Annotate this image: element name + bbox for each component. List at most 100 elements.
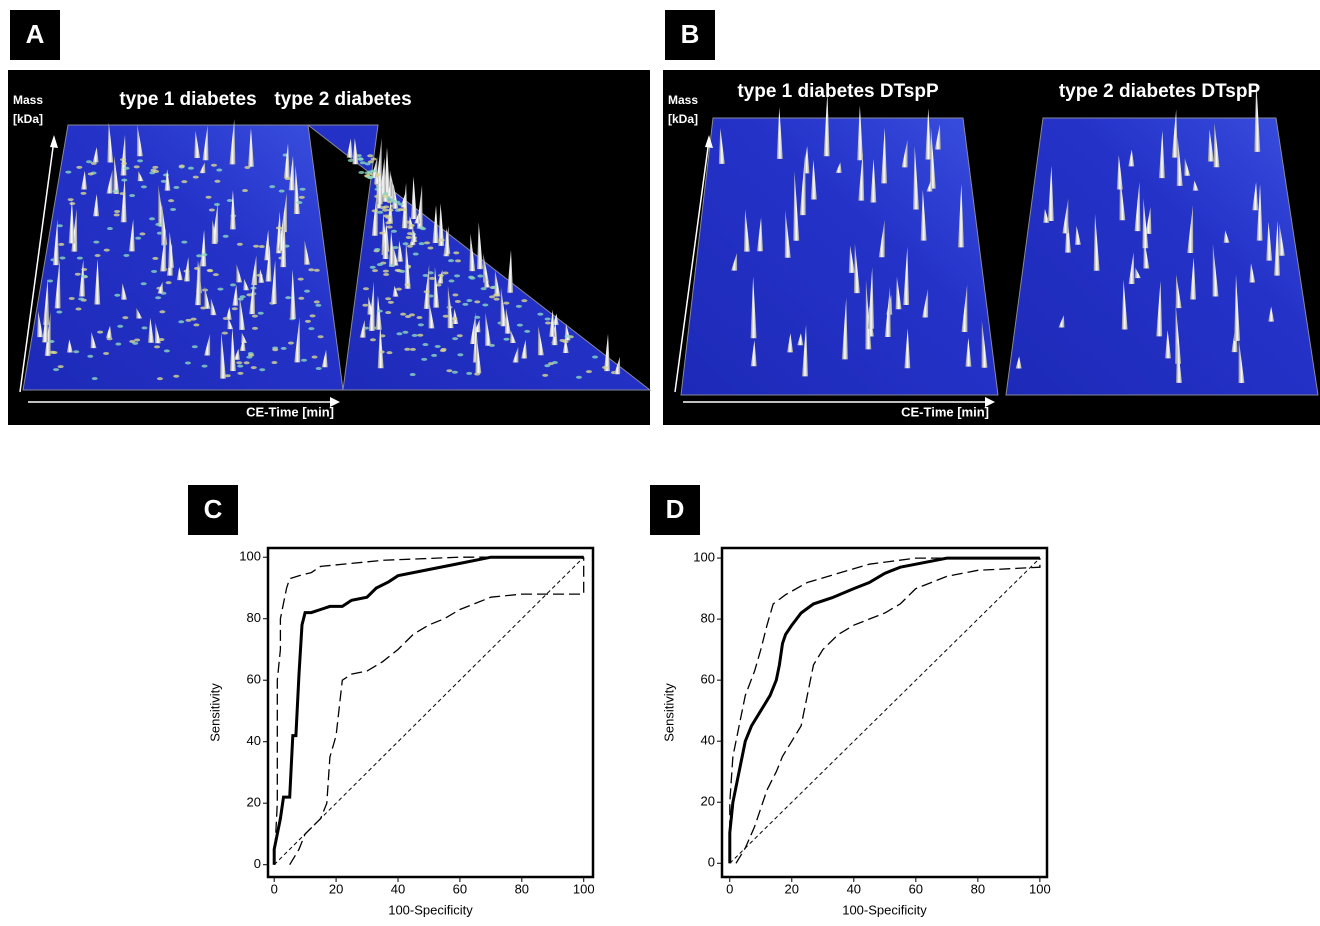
peak-dot — [129, 339, 136, 343]
arrowhead — [330, 397, 340, 407]
peak-dot — [442, 271, 449, 275]
mass-axis-label: [kDa] — [668, 112, 698, 126]
peak-dot — [168, 199, 175, 203]
peak-spike — [756, 217, 763, 252]
panel-label: B — [681, 19, 700, 49]
peak-dot — [396, 332, 403, 336]
peak-dot — [297, 277, 304, 281]
peak-dot — [250, 366, 257, 370]
peak-dot — [515, 304, 522, 308]
peak-spike — [397, 240, 404, 262]
peak-dot — [383, 272, 390, 276]
panel-label: D — [666, 494, 685, 524]
peak-dot — [489, 295, 496, 299]
peak-spike — [552, 313, 559, 325]
peak-spike — [160, 228, 167, 272]
peak-dot — [217, 287, 224, 291]
peak-spike — [1274, 220, 1281, 276]
peak-dot — [379, 231, 386, 235]
peak-dot — [184, 361, 191, 365]
peak-spike — [1171, 109, 1178, 158]
peak-dot — [269, 185, 276, 189]
peak-spike — [423, 264, 430, 309]
peak-dot — [181, 240, 188, 244]
x-axis-title: 100-Specificity — [842, 902, 927, 917]
peak-dot — [160, 179, 167, 183]
peak-dot — [542, 373, 549, 377]
peak-dot — [585, 370, 592, 374]
peak-dot — [462, 302, 469, 306]
peak-spike — [81, 170, 88, 190]
peak-dot — [284, 177, 291, 181]
peak-dot — [271, 361, 278, 365]
peak-dot — [214, 179, 221, 183]
peak-spike — [120, 177, 127, 223]
peak-dot — [205, 195, 212, 199]
peak-dot — [399, 269, 406, 273]
peak-dot — [405, 235, 412, 239]
peak-spike — [204, 286, 211, 309]
peak-dot — [137, 159, 144, 163]
peak-spike — [392, 285, 399, 297]
peak-dot — [135, 236, 142, 240]
peak-dot — [448, 259, 455, 263]
peak-spike — [68, 199, 75, 244]
peak-dot — [53, 368, 60, 372]
peak-spike — [510, 330, 517, 343]
peak-spike — [233, 348, 240, 360]
peak-dot — [359, 161, 366, 165]
peak-dot — [385, 221, 392, 225]
peak-dot — [480, 287, 487, 291]
peak-dot — [304, 319, 311, 323]
x-tick-label: 40 — [847, 881, 861, 896]
peak-spike — [384, 147, 391, 194]
peak-spike — [903, 246, 910, 305]
peak-dot — [258, 245, 265, 249]
peak-dot — [371, 209, 378, 213]
peak-dot — [243, 361, 250, 365]
peak-dot — [412, 252, 419, 256]
peak-spike — [1058, 315, 1065, 328]
peak-dot — [47, 279, 54, 283]
peak-dot — [121, 161, 128, 165]
peak-spike — [247, 128, 254, 167]
peak-dot — [239, 295, 246, 299]
peak-dot — [226, 198, 233, 202]
peak-dot — [456, 334, 463, 338]
peak-spike — [1184, 158, 1191, 176]
peak-dot — [454, 274, 461, 278]
roc-curve — [729, 557, 1041, 864]
peak-dot — [236, 242, 243, 246]
roc-curve — [289, 557, 585, 866]
x-tick-label: 60 — [453, 881, 467, 896]
map-title: type 2 diabetes DTspP — [1059, 81, 1261, 102]
peak-spike — [1165, 329, 1172, 359]
peak-spike — [176, 267, 183, 281]
peak-spike — [1093, 213, 1100, 271]
peak-spike — [368, 281, 375, 331]
y-tick-label: 40 — [701, 733, 715, 748]
peak-dot — [190, 317, 197, 321]
peak-dot — [367, 175, 374, 179]
peak-dot — [377, 210, 384, 214]
peak-spike — [1266, 221, 1273, 261]
panel-label-box — [10, 10, 60, 60]
peak-spike — [802, 324, 809, 377]
peak-dot — [474, 300, 481, 304]
peak-spike — [718, 127, 725, 164]
peak-spike — [485, 312, 492, 346]
peak-dot — [434, 344, 441, 348]
peak-spike — [194, 130, 201, 158]
peak-dot — [76, 256, 83, 260]
peak-spike — [78, 259, 85, 297]
peak-dot — [385, 311, 392, 315]
peak-spike — [202, 125, 209, 161]
peak-dot — [385, 297, 392, 301]
x-tick-label: 40 — [391, 881, 405, 896]
peak-spike — [895, 276, 902, 310]
peak-spike — [220, 331, 227, 379]
peak-spike — [1207, 129, 1214, 162]
x-axis-title: 100-Specificity — [388, 902, 473, 917]
peak-dot — [394, 268, 401, 272]
arrowhead — [705, 135, 713, 148]
